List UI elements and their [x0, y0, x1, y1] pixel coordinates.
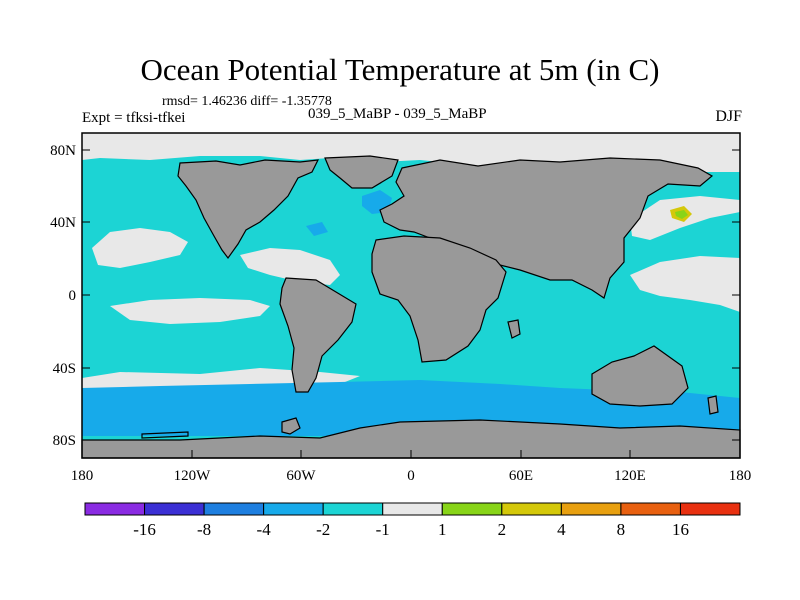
colorbar-label: 16	[672, 520, 689, 539]
lat-label-40n: 40N	[50, 215, 76, 231]
lat-label-80n: 80N	[50, 143, 76, 159]
lon-axis: 180 120W 60W 0 60E 120E 180	[71, 450, 752, 484]
colorbar-label: -16	[133, 520, 156, 539]
colorbar-bin	[620, 502, 681, 516]
lat-label-40s: 40S	[53, 361, 76, 377]
colorbar-label: -8	[197, 520, 211, 539]
colorbar-bin	[144, 502, 205, 516]
colorbar-bin	[84, 502, 146, 516]
colorbar-label: 1	[438, 520, 447, 539]
ice-shelf-outline	[141, 431, 189, 439]
lat-label-0: 0	[69, 288, 77, 304]
neutral-patch-wpacific	[630, 256, 740, 312]
colorbar-label: 2	[498, 520, 507, 539]
land-antarctic-peninsula	[281, 417, 301, 435]
lon-label: 180	[71, 468, 94, 484]
colorbar-bin	[501, 502, 562, 516]
colorbar-label: 4	[557, 520, 566, 539]
colorbar-label: 8	[617, 520, 626, 539]
neutral-patch-natlantic	[240, 248, 340, 285]
colorbar-bin	[441, 502, 503, 516]
neutral-patch-tropical-pacific	[110, 298, 270, 324]
colorbar: -16 -8 -4 -2 -1 1 2 4 8 16	[84, 502, 741, 539]
colorbar-bin	[322, 502, 384, 516]
colorbar-label: -1	[376, 520, 390, 539]
page-title: Ocean Potential Temperature at 5m (in C)	[140, 52, 660, 87]
stats-label: rmsd= 1.46236 diff= -1.35778	[162, 94, 332, 109]
colorbar-bin	[560, 502, 622, 516]
colorbar-bin	[382, 502, 443, 516]
land-north-america	[177, 159, 320, 260]
lat-label-80s: 80S	[53, 433, 76, 449]
season-label: DJF	[715, 108, 742, 125]
land-eurasia	[379, 157, 714, 299]
lon-label: 60E	[509, 468, 533, 484]
experiment-label: Expt = tfksi-tfkei	[82, 110, 186, 126]
lon-label: 180	[729, 468, 752, 484]
colorbar-label: -4	[257, 520, 272, 539]
lon-label: 60W	[286, 468, 316, 484]
colorbar-bin	[203, 502, 265, 516]
lat-axis: 80N 40N 0 40S 80S	[50, 143, 740, 449]
colorbar-bin	[263, 502, 324, 516]
lon-label: 0	[407, 468, 415, 484]
land-greenland	[324, 155, 399, 189]
land-new-zealand	[707, 395, 719, 415]
map-plot-area	[81, 132, 741, 459]
lon-label: 120E	[614, 468, 646, 484]
lon-label: 120W	[174, 468, 212, 484]
land-australia	[591, 345, 689, 407]
case-label: 039_5_MaBP - 039_5_MaBP	[308, 106, 487, 122]
warm-core-kuroshio	[675, 210, 688, 219]
colorbar-label: -2	[316, 520, 330, 539]
land-south-america	[279, 277, 357, 393]
land-africa	[371, 235, 507, 363]
southern-cool-band	[82, 380, 740, 436]
neutral-patch-npacific	[92, 228, 188, 268]
colorbar-bin	[679, 502, 741, 516]
cool-patch-npacific	[306, 222, 328, 236]
land-madagascar	[507, 319, 521, 339]
